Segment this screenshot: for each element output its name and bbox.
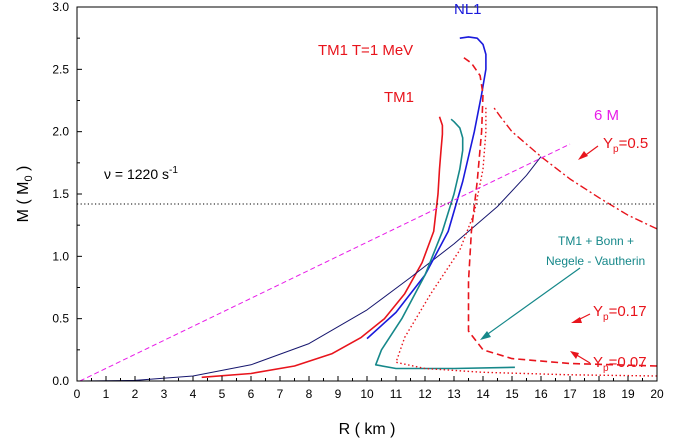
label-nu-main: ν = 1220 s xyxy=(104,166,169,182)
x-tick-label: 8 xyxy=(306,387,313,401)
label-yp05-val: =0.5 xyxy=(619,135,649,152)
label-yp017-sub: p xyxy=(603,312,609,323)
series-tm1-line xyxy=(201,116,444,379)
label-tm1: TM1 xyxy=(384,89,414,106)
arrow-layer xyxy=(480,145,599,364)
label-yp05-y: Y xyxy=(603,135,613,152)
arrow-yp017-head xyxy=(571,317,582,323)
y-axis-title-main: M ( M xyxy=(15,182,32,223)
label-yp017: Yp=0.17 xyxy=(593,303,647,323)
y-tick-label: 2.5 xyxy=(52,62,69,76)
x-tick-label: 11 xyxy=(390,387,403,401)
x-tick-label: 9 xyxy=(335,387,342,401)
x-tick-label: 17 xyxy=(563,387,577,401)
label-yp007-sub: p xyxy=(603,363,609,374)
x-tick-label: 3 xyxy=(161,387,168,401)
x-axis-title: R ( km ) xyxy=(339,421,396,438)
arrow-yp05-head xyxy=(578,151,588,160)
x-tick-label: 16 xyxy=(534,387,548,401)
x-tick-label: 4 xyxy=(190,387,197,401)
series-tm1_t1-line xyxy=(462,56,658,367)
x-tick-label: 1 xyxy=(103,387,110,401)
label-yp007: Yp=0.07 xyxy=(593,354,647,374)
plot-frame xyxy=(76,6,658,382)
label-yp017-y: Y xyxy=(593,303,603,320)
series-yp05-line xyxy=(492,106,658,230)
y-tick-label: 3.0 xyxy=(52,0,69,14)
x-tick-label: 5 xyxy=(219,387,226,401)
label-nu-sup: -1 xyxy=(169,165,178,176)
x-tick-label: 12 xyxy=(418,387,432,401)
x-tick-label: 13 xyxy=(447,387,461,401)
y-axis-title: M ( M0 ) xyxy=(15,166,35,223)
series-layer xyxy=(77,36,658,382)
x-tick-label: 7 xyxy=(277,387,284,401)
x-tick-label: 18 xyxy=(592,387,606,401)
x-tick-label: 14 xyxy=(476,387,490,401)
arrow-bonn-line xyxy=(484,267,581,337)
x-tick-label: 15 xyxy=(505,387,519,401)
label-bonn-line1: TM1 + Bonn + xyxy=(558,234,634,248)
x-tick-label: 20 xyxy=(650,387,664,401)
label-nl1: NL1 xyxy=(454,1,482,18)
label-yp017-val: =0.17 xyxy=(609,303,647,320)
series-bonn-line xyxy=(374,118,515,370)
label-tm1-t1: TM1 T=1 MeV xyxy=(318,42,413,59)
y-tick-label: 1.5 xyxy=(52,187,69,201)
label-yp05-sub: p xyxy=(613,144,619,155)
x-tick-label: 0 xyxy=(74,387,81,401)
y-axis-title-end: ) xyxy=(15,166,32,176)
label-yp007-y: Y xyxy=(593,354,603,371)
series-navy-line xyxy=(79,156,542,382)
label-bonn-line2: Negele - Vautherin xyxy=(546,254,645,268)
y-tick-label: 0.5 xyxy=(52,312,69,326)
label-yp007-val: =0.07 xyxy=(609,354,647,371)
label-nu: ν = 1220 s-1 xyxy=(104,165,178,182)
x-tick-label: 6 xyxy=(248,387,255,401)
y-tick-label: 0.0 xyxy=(52,374,69,388)
tick-layer: 0 1 2 3 4 5 6 7 8 9 10 11 12 13 14 15 16 17 18 19 200.00.51.… xyxy=(52,0,664,401)
x-tick-label: 19 xyxy=(621,387,635,401)
arrow-yp007-head xyxy=(570,351,579,359)
x-tick-label: 2 xyxy=(132,387,139,401)
arrow-bonn-head xyxy=(480,331,491,340)
x-tick-label: 10 xyxy=(360,387,374,401)
y-tick-label: 1.0 xyxy=(52,249,69,263)
label-yp05: Yp=0.5 xyxy=(603,135,648,155)
y-axis-title-sub: 0 xyxy=(23,175,35,181)
series-line6m-line xyxy=(79,143,571,382)
label-6m: 6 M xyxy=(594,107,619,124)
y-tick-label: 2.0 xyxy=(52,125,69,139)
